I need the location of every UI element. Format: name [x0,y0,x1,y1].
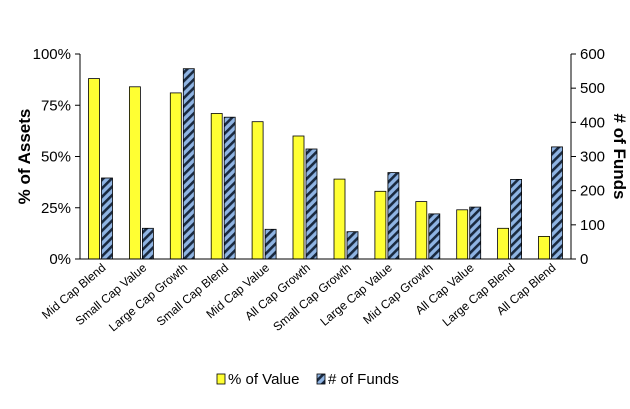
category-label: Small Cap Value [73,260,150,328]
legend-swatch-value [216,373,226,385]
category-label: Large Cap Value [317,260,395,328]
right-tick-label: 600 [580,46,605,63]
category-label: Small Cap Blend [154,261,231,329]
bar-funds-0 [101,177,113,260]
bar-value-3 [210,113,223,260]
bar-value-6 [333,178,346,260]
legend-label-funds: # of Funds [328,371,399,388]
left-tick-label: 50% [41,149,71,166]
bar-funds-9 [469,206,482,260]
right-tick-label: 100 [580,217,605,234]
left-tick-labels: 0% 25% 50% 75% 100% [33,46,71,268]
bar-value-11 [538,235,550,260]
bar-funds-5 [305,148,318,260]
left-tick-label: 100% [33,46,71,63]
left-tick-label: 0% [49,251,71,268]
legend-label-value: % of Value [228,371,299,388]
y-axis-left-title: % of Assets [15,109,34,205]
category-label: Mid Cap Growth [360,261,435,327]
axes-group [75,53,576,260]
legend-swatch-funds [316,373,326,385]
right-tick-label: 400 [580,114,605,131]
bar-value-5 [292,135,305,260]
bar-value-4 [251,121,264,260]
bar-value-8 [415,201,428,260]
bar-value-9 [456,209,469,260]
y-axis-right-title: # of Funds [610,114,629,200]
bar-funds-3 [223,116,236,260]
right-tick-label: 500 [580,80,605,97]
bar-value-0 [88,78,100,260]
bar-funds-2 [182,68,195,260]
bar-value-7 [374,190,387,260]
bars-group [88,68,563,260]
right-tick-label: 300 [580,149,605,166]
bar-funds-6 [346,231,359,260]
bar-value-2 [169,92,182,260]
right-tick-label: 200 [580,183,605,200]
bar-funds-4 [264,228,277,260]
bar-funds-8 [428,213,441,260]
left-tick-label: 75% [41,97,71,114]
category-label: Large Cap Blend [440,261,518,330]
bar-funds-11 [551,146,563,260]
right-tick-label: 0 [580,251,588,268]
left-tick-label: 25% [41,200,71,217]
right-tick-labels: 0 100 200 300 400 500 600 [580,46,605,268]
bar-funds-10 [510,178,523,260]
bar-value-1 [128,86,141,260]
legend: % of Value # of Funds [216,371,399,388]
bar-funds-1 [141,227,154,260]
bar-funds-7 [387,172,400,260]
bar-value-10 [497,227,510,260]
